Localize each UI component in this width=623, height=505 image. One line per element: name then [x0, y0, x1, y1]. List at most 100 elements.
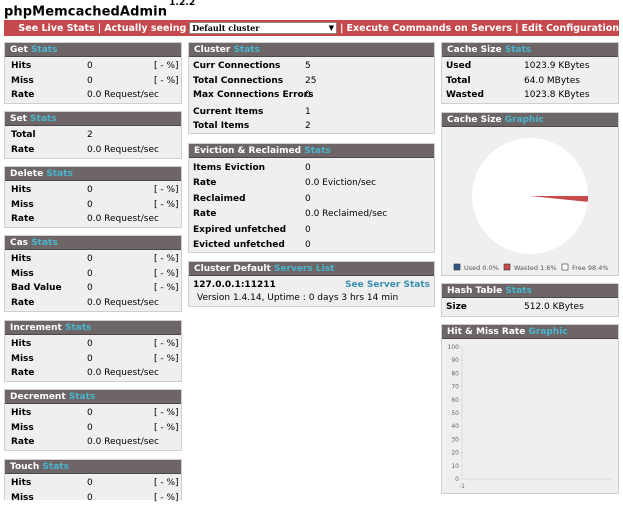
menu-bar: See Live Stats | Actually seeing Default… [4, 20, 619, 36]
y-tick-label: 40 [451, 423, 459, 430]
stat-value: 0.0 Request/sec [87, 296, 159, 311]
stat-value: 0 [87, 352, 93, 367]
stat-label: Rate [193, 207, 216, 222]
stat-label: Hits [11, 406, 31, 421]
execute-commands-link[interactable]: Execute Commands on Servers [347, 23, 513, 34]
stat-label: Rate [193, 176, 216, 191]
panel-title: Get [10, 45, 28, 55]
cache-size-pie-chart: Used 0.0%Wasted 1.6%Free 98.4% [442, 128, 618, 276]
stat-label: Rate [11, 366, 34, 381]
menu-separator: | [98, 23, 101, 34]
panel-title: Hit & Miss Rate [447, 327, 525, 337]
stat-percent: [ - %] [154, 406, 179, 421]
stat-label: Items Eviction [193, 161, 265, 176]
panel-header: Decrement Stats [5, 390, 181, 404]
y-tick-label: 80 [451, 370, 459, 377]
panel-header: Cluster Default Servers List [189, 262, 434, 276]
stat-value: 0.0 Request/sec [87, 143, 159, 158]
y-tick-label: 100 [448, 344, 460, 351]
panel-header: Cache Size Graphic [442, 113, 618, 127]
stat-percent: [ - %] [154, 252, 179, 267]
y-tick-label: 30 [451, 436, 459, 443]
stat-value: 0 [87, 198, 93, 213]
y-tick-label: 60 [451, 397, 459, 404]
stat-value: 0.0 Request/sec [87, 88, 159, 103]
stat-value: 0 [305, 223, 311, 238]
stat-value: 0 [87, 281, 93, 296]
stat-label: Expired unfetched [193, 223, 286, 238]
panel-subtitle: Stats [505, 45, 532, 55]
stat-label: Hits [11, 337, 31, 352]
see-server-stats-link[interactable]: See Server Stats [345, 280, 430, 290]
stat-label: Total Items [193, 119, 249, 134]
panel-header: Touch Stats [5, 460, 181, 474]
stat-label: Miss [11, 421, 34, 436]
stat-value: 0 [87, 476, 93, 491]
stat-value: 2 [87, 128, 93, 143]
stat-label: Total [446, 74, 471, 89]
y-tick-label: 20 [451, 450, 459, 457]
panel-title: Cluster [194, 45, 230, 55]
stat-label: Total [11, 128, 36, 143]
panel-title: Hash Table [447, 286, 502, 296]
eviction-reclaimed-panel: Eviction & Reclaimed Stats Items Evictio… [188, 143, 435, 253]
stat-row: Total Connections 25 [189, 74, 434, 89]
cluster-select-value: Default cluster [192, 23, 259, 33]
edit-configuration-link[interactable]: Edit Configuration [522, 23, 619, 34]
panel-header: Hash Table Stats [442, 284, 618, 298]
panel-header: Cluster Stats [189, 43, 434, 57]
stat-percent: [ - %] [154, 476, 179, 491]
panel-subtitle: Stats [505, 286, 532, 296]
stat-label: Miss [11, 352, 34, 367]
server-info: Version 1.4.14, Uptime : 0 days 3 hrs 14… [197, 293, 398, 303]
stat-label: Used [446, 59, 471, 74]
stat-value: 25 [305, 74, 316, 89]
panel-title: Cache Size [447, 115, 502, 125]
panel-subtitle: Stats [46, 169, 73, 179]
panel-subtitle: Stats [304, 146, 331, 156]
stat-label: Hits [11, 183, 31, 198]
stat-value: 0.0 Reclaimed/sec [305, 207, 387, 222]
panel-subtitle: Servers List [274, 264, 334, 274]
stat-value: 0 [87, 421, 93, 436]
stat-percent: [ - %] [154, 281, 179, 296]
stat-label: Hits [11, 252, 31, 267]
panel-title: Cluster Default [194, 264, 271, 274]
stat-value: 0 [305, 88, 311, 103]
stat-label: Total Connections [193, 74, 283, 89]
legend-swatch [562, 264, 568, 270]
stat-value: 1023.8 KBytes [524, 88, 590, 103]
panel-subtitle: Graphic [528, 327, 567, 337]
cluster-select[interactable]: Default cluster ▼ [189, 22, 337, 34]
stat-label: Curr Connections [193, 59, 280, 74]
legend-label: Free 98.4% [572, 264, 609, 272]
stat-label: Reclaimed [193, 192, 246, 207]
panel-subtitle: Stats [65, 323, 92, 333]
menu-separator: | [340, 23, 343, 34]
see-live-stats-link[interactable]: See Live Stats [18, 23, 94, 34]
stat-percent: [ - %] [154, 59, 179, 74]
panel-title: Eviction & Reclaimed [194, 146, 301, 156]
stat-value: 0 [305, 238, 311, 253]
stat-value: 0 [87, 74, 93, 89]
stat-value: 0 [87, 491, 93, 505]
panel-header: Hit & Miss Rate Graphic [442, 325, 618, 339]
panel-header: Cas Stats [5, 236, 181, 250]
